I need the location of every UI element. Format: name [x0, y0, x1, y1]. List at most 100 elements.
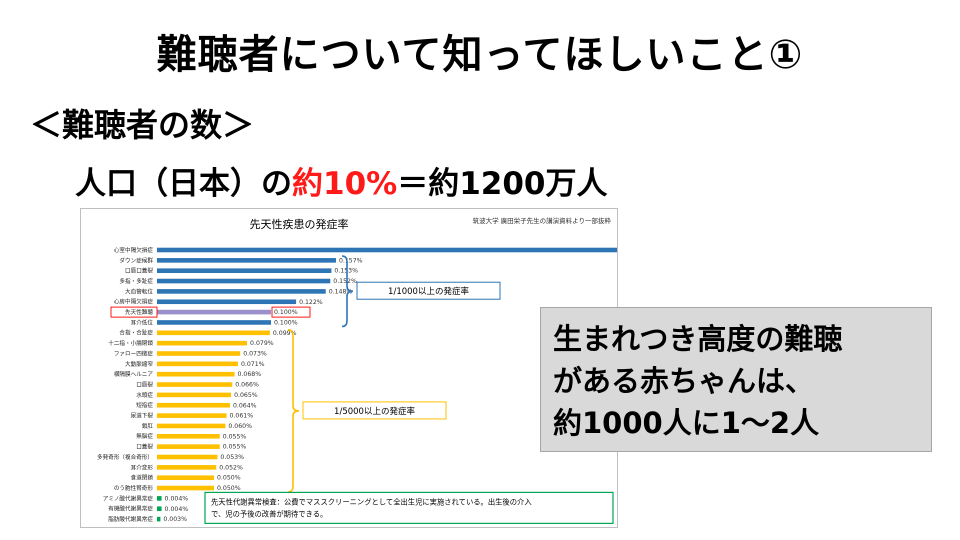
value-label: 0.050% — [217, 485, 241, 492]
category-label: 心房中隔欠損症 — [114, 298, 154, 306]
value-label: 0.050% — [217, 475, 241, 482]
bar — [157, 423, 226, 429]
category-label: ファロー四徴症 — [114, 349, 154, 357]
bar — [157, 402, 230, 408]
category-label: ダウン症候群 — [119, 256, 153, 264]
bar — [157, 506, 162, 512]
category-label: 心室中隔欠損症 — [114, 246, 154, 254]
bar — [157, 361, 238, 367]
callout-line-1: 生まれつき高度の難聴 — [553, 322, 843, 356]
bar — [157, 454, 218, 460]
population-suffix: ＝約1200万人 — [397, 166, 608, 202]
bar — [157, 351, 241, 356]
population-highlight: 約10% — [292, 166, 398, 202]
population-statement: 人口（日本）の約10%＝約1200万人 — [75, 158, 607, 203]
category-label: 多指・多趾症 — [119, 277, 153, 285]
value-label: 0.099% — [273, 330, 297, 337]
bar — [157, 465, 217, 470]
value-label: 0.004% — [165, 506, 189, 513]
bar — [157, 434, 220, 439]
category-label: 十二指・小腸閉鎖 — [108, 339, 153, 347]
value-label: 0.061% — [230, 413, 254, 420]
category-label: 短指症 — [136, 401, 153, 409]
value-label: 0.003% — [163, 516, 187, 523]
value-label: 0.004% — [165, 495, 189, 502]
annotation-box-green — [204, 491, 614, 524]
bar — [157, 309, 271, 315]
annotation-text-green-line1: 先天性代謝異常検査：公費でマススクリーニングとして全出生児に実施されている。出生… — [211, 497, 532, 506]
bar — [157, 413, 227, 418]
bracket-blue — [341, 255, 354, 328]
bar — [157, 320, 271, 325]
value-label: 0.052% — [219, 464, 243, 471]
category-label: 合指・合趾症 — [119, 329, 153, 337]
chart-source-note: 筑波大学 廣田栄子先生の講演資料より一部抜粋 — [473, 216, 612, 225]
value-label: 0.068% — [238, 371, 262, 378]
bar — [157, 496, 162, 501]
annotation-text-blue: 1/1000以上の発症率 — [388, 286, 469, 297]
population-prefix: 人口（日本）の — [75, 166, 292, 202]
category-label: アミノ酸代謝異常症 — [103, 494, 154, 502]
bar — [157, 258, 336, 263]
bar — [157, 340, 248, 346]
category-label: 先天性難聴 — [125, 308, 153, 316]
value-label: 0.152% — [333, 278, 357, 285]
annotation-box-yellow — [302, 401, 447, 420]
value-label: 0.064% — [233, 402, 257, 409]
category-label: 無脳症 — [136, 432, 153, 440]
category-label: 横隔膜ヘルニア — [114, 370, 154, 378]
category-label: 多発奇形（複合奇形） — [97, 453, 153, 461]
bar — [157, 247, 617, 253]
annotation-text-yellow: 1/5000以上の発症率 — [334, 406, 415, 417]
category-label: 耳介低位 — [131, 318, 154, 326]
bar — [157, 475, 214, 480]
bar — [157, 392, 232, 398]
category-label: 耳介変形 — [131, 463, 154, 471]
category-label: 口蓋裂 — [136, 443, 153, 451]
category-label: 口唇口蓋裂 — [125, 267, 153, 275]
bar — [157, 289, 326, 294]
value-label: 0.122% — [299, 299, 323, 306]
bar — [157, 268, 332, 273]
value-label: 0.079% — [250, 340, 274, 347]
bar — [157, 299, 297, 305]
callout-box: 生まれつき高度の難聴 がある赤ちゃんは、 約1000人に1〜2人 — [540, 307, 932, 452]
bar — [157, 382, 233, 387]
annotation-box-blue — [356, 281, 501, 300]
bar — [157, 485, 214, 491]
category-label: 大血管転位 — [125, 287, 153, 295]
callout-line-3: 約1000人に1〜2人 — [553, 406, 820, 440]
bar — [157, 330, 270, 336]
value-label: 0.071% — [241, 361, 265, 368]
category-label: 水頭症 — [136, 391, 153, 399]
bar — [157, 278, 331, 284]
bar — [157, 371, 235, 377]
value-label: 0.100% — [274, 319, 298, 326]
value-label: 0.148% — [329, 288, 353, 295]
highlight-value-box — [271, 306, 311, 318]
annotation-text-green-line2: で、児の予後の改善が期待できる。 — [211, 509, 327, 518]
category-label: 食道閉鎖 — [131, 474, 154, 482]
value-label: 0.055% — [223, 433, 247, 440]
value-label: 0.073% — [243, 351, 267, 358]
value-label: 0.066% — [235, 382, 259, 389]
category-label: 有機酸代謝異常症 — [108, 505, 153, 513]
value-label: 0.053% — [220, 454, 244, 461]
category-label: 脂肪酸代謝異常症 — [108, 515, 153, 523]
callout-line-2: がある赤ちゃんは、 — [553, 364, 815, 398]
category-label: 大動脈縮窄 — [125, 360, 153, 368]
bracket-yellow — [287, 329, 300, 493]
category-label: 尿道下裂 — [131, 412, 154, 420]
value-label: 0.100% — [274, 309, 298, 316]
category-label: 口唇裂 — [136, 380, 153, 388]
highlight-label-box — [110, 306, 158, 318]
value-label: 0.157% — [339, 257, 363, 264]
bar — [157, 444, 220, 449]
value-label: 0.065% — [234, 392, 258, 399]
slide-title: 難聴者について知ってほしいこと① — [156, 32, 804, 78]
value-label: 0.055% — [223, 444, 247, 451]
slide-subtitle: ＜難聴者の数＞ — [30, 106, 255, 144]
category-label: 鎖肛 — [142, 422, 154, 430]
